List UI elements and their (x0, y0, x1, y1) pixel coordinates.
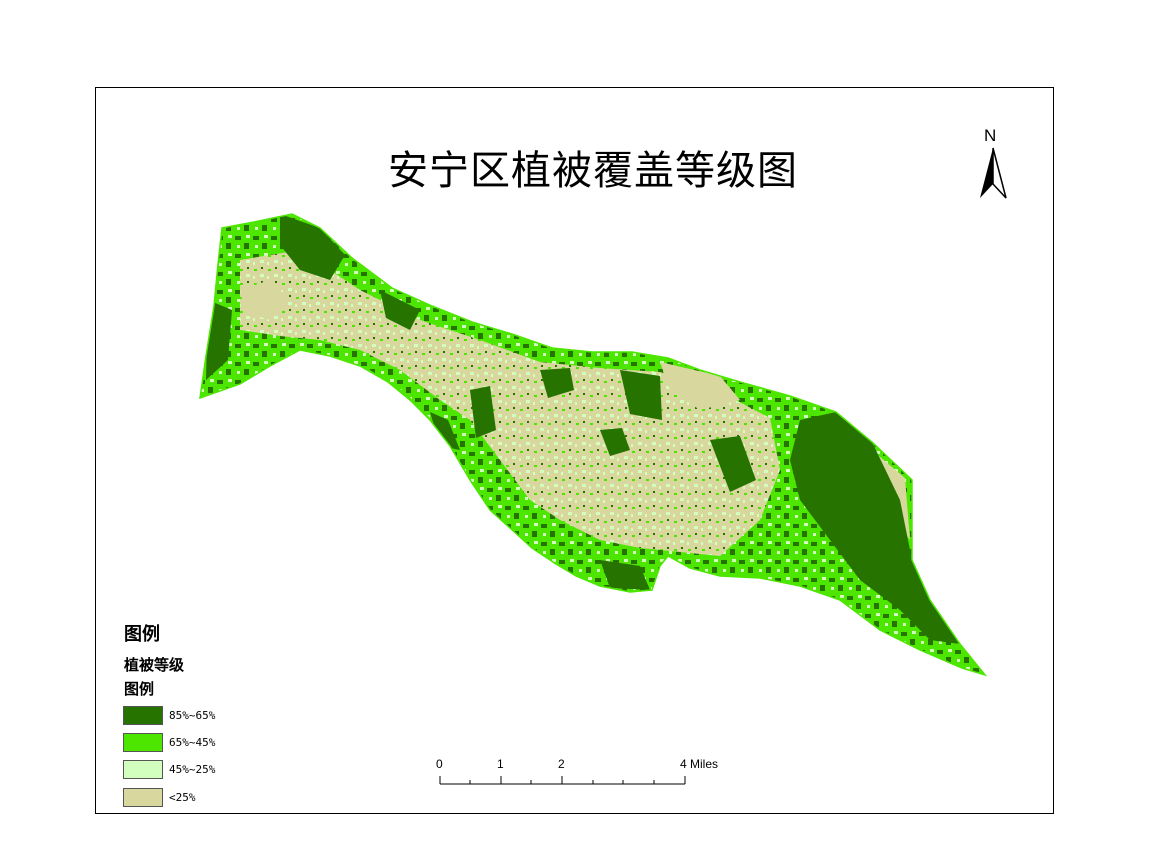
legend-item-65-45: 65%~45% (123, 732, 215, 752)
scale-label-0: 0 (436, 757, 443, 771)
north-arrow-icon (980, 147, 1007, 199)
scale-label-2: 2 (558, 757, 565, 771)
district-boundary (199, 213, 988, 677)
legend-label: <25% (169, 790, 196, 804)
map-title: 安宁区植被覆盖等级图 (388, 148, 798, 194)
legend-title: 图例 (124, 624, 160, 645)
north-label: N (984, 126, 997, 145)
legend-item-85-65: 85%~65% (123, 705, 215, 725)
legend-swatch-tan (123, 787, 163, 807)
legend-swatch-dark-green (123, 705, 163, 725)
legend-sub-title: 图例 (124, 680, 155, 698)
legend-item-lt25: <25% (123, 787, 196, 807)
legend-label: 65%~45% (169, 735, 216, 749)
legend-label: 45%~25% (169, 762, 216, 776)
scale-label-1: 1 (497, 757, 504, 771)
legend-swatch-light-green (123, 759, 163, 779)
legend-layer-name: 植被等级 (124, 656, 185, 674)
scale-label-4-miles: 4 Miles (680, 757, 719, 771)
scale-bar-graphic (439, 776, 686, 785)
legend-label: 85%~65% (169, 708, 216, 722)
legend-item-45-25: 45%~25% (123, 759, 215, 779)
legend-swatch-bright-green (123, 732, 163, 752)
